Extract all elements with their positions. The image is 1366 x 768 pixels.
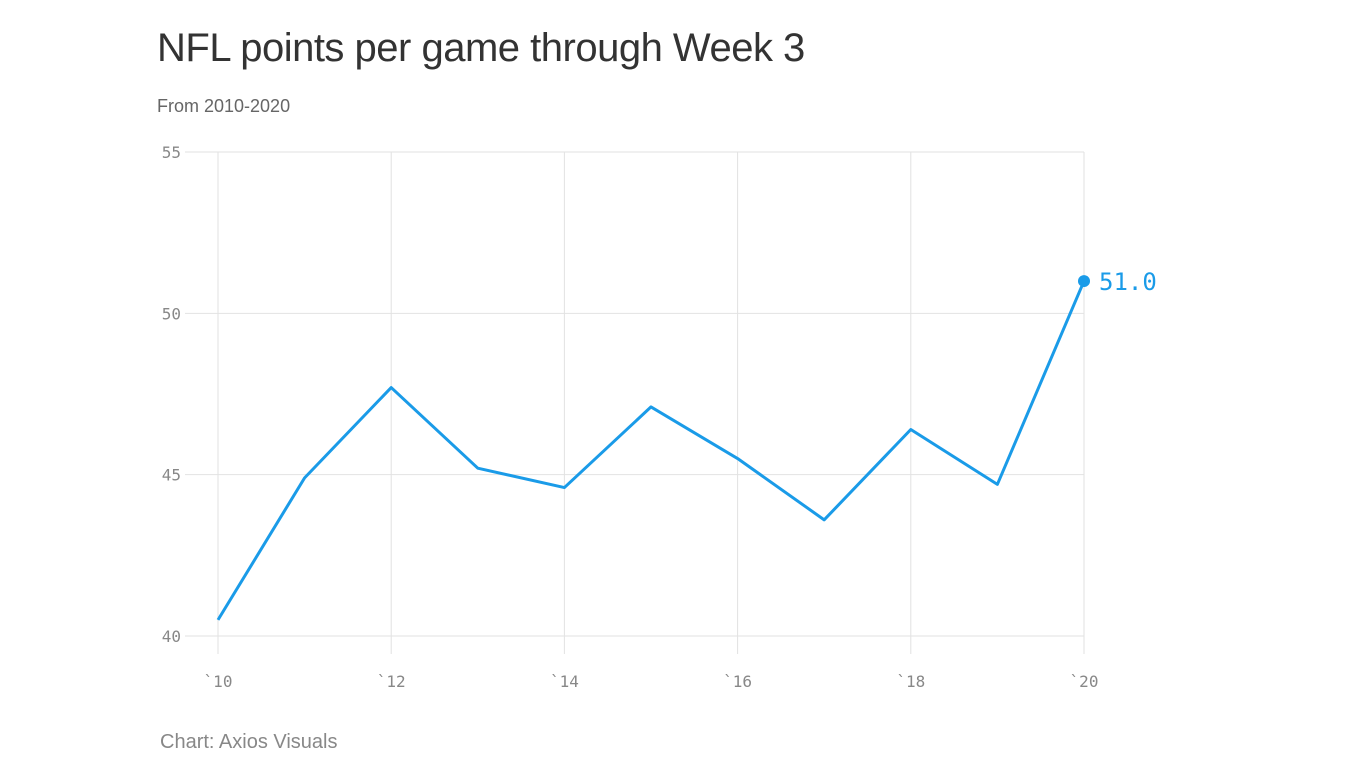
x-tick-label: `10 — [204, 672, 233, 691]
end-point-marker — [1078, 275, 1090, 288]
x-tick-label: `18 — [896, 672, 925, 691]
y-tick-label: 45 — [162, 466, 181, 485]
x-tick-label: `16 — [723, 672, 752, 691]
chart-source: Chart: Axios Visuals — [160, 731, 338, 753]
x-tick-label: `20 — [1070, 672, 1099, 691]
x-tick-label: `12 — [377, 672, 406, 691]
series-line — [216, 280, 1086, 621]
x-tick-label: `14 — [550, 672, 579, 691]
chart-title: NFL points per game through Week 3 — [157, 26, 805, 70]
chart-subtitle: From 2010-2020 — [157, 96, 291, 116]
y-tick-label: 40 — [162, 627, 181, 646]
y-tick-label: 55 — [162, 143, 181, 162]
y-tick-label: 50 — [162, 304, 181, 323]
end-value-label: 51.0 — [1099, 268, 1157, 296]
